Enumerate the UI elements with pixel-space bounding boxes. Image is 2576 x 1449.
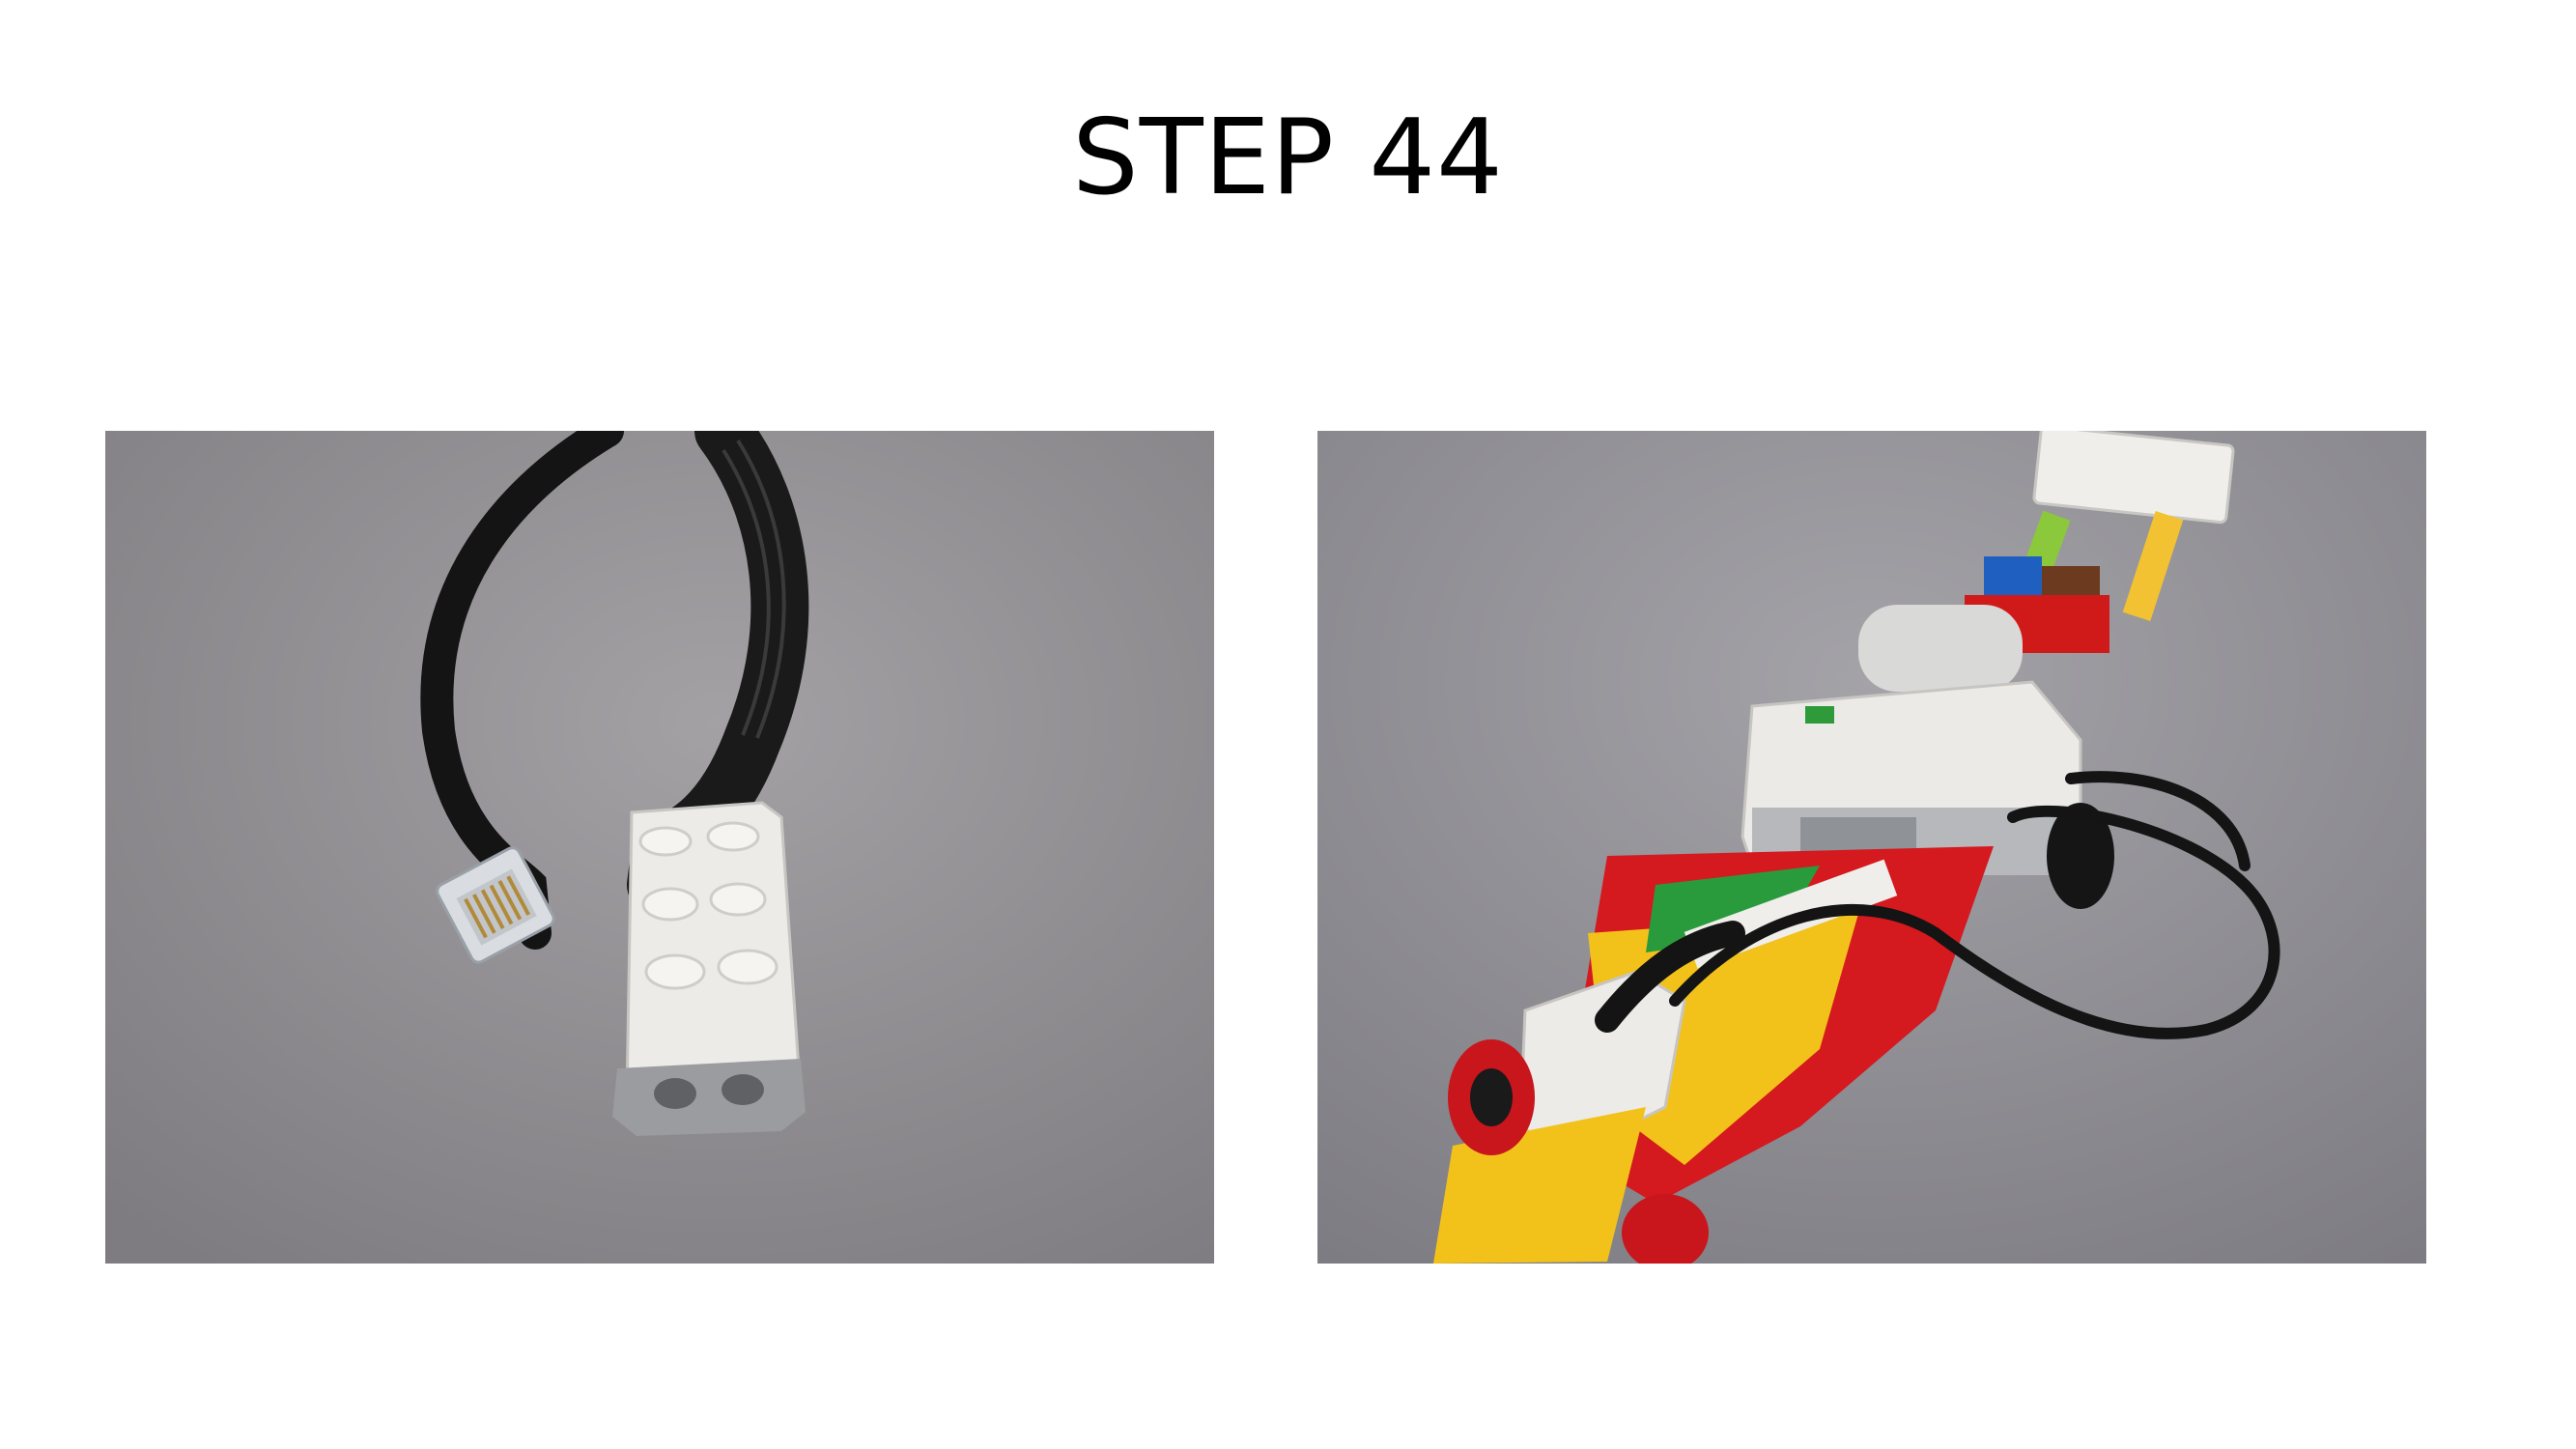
photo-cable-connector (105, 431, 1214, 1264)
photo-race-car (1317, 431, 2426, 1264)
slide-title: STEP 44 (1072, 98, 1504, 218)
